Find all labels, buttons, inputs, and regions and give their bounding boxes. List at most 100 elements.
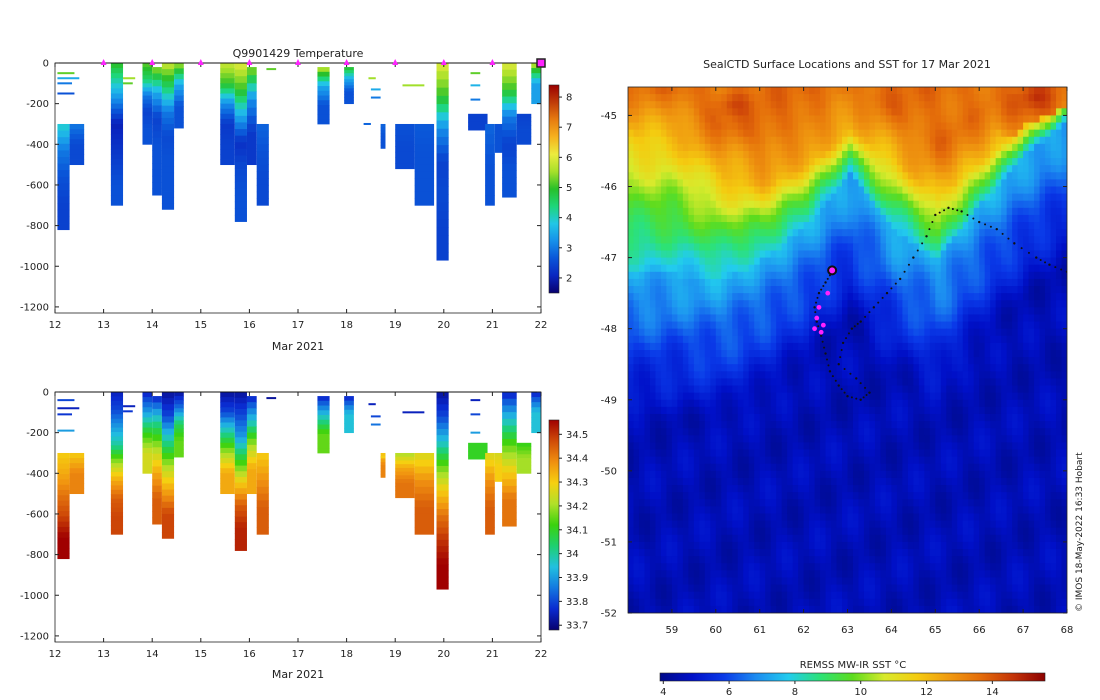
temperature-profile-cell: [234, 188, 247, 196]
sst-cell: [1023, 222, 1030, 230]
sst-cell: [798, 264, 805, 273]
temperature-profile-cell: [142, 91, 153, 96]
sst-cell: [628, 300, 635, 308]
sst-cell: [682, 129, 689, 138]
sst-cell: [918, 357, 925, 365]
sst-cell: [628, 101, 635, 109]
sst-cell: [666, 271, 673, 280]
sst-cell: [842, 229, 849, 237]
sst-cell: [973, 321, 980, 330]
sst-cell: [1061, 250, 1067, 259]
sst-cell: [781, 371, 788, 380]
sst-cell: [803, 87, 810, 95]
sst-cell: [825, 307, 832, 316]
sst-cell: [1056, 101, 1063, 109]
sst-cell: [913, 108, 920, 117]
sst-cell: [743, 271, 750, 280]
temperature-thin-layer: [123, 77, 136, 80]
sst-cell: [896, 435, 903, 444]
sst-cell: [874, 314, 882, 323]
sst-cell: [1006, 186, 1013, 195]
temperature-profile-cell: [468, 126, 488, 131]
sst-cell: [737, 271, 744, 280]
temperature-profile-cell: [142, 83, 153, 88]
sst-cell: [628, 243, 635, 252]
sst-cell: [638, 364, 646, 372]
sst-cell: [968, 101, 975, 109]
sst-cell: [737, 385, 744, 394]
sst-cell: [957, 101, 964, 109]
sst-cell: [715, 243, 722, 252]
sst-cell: [1017, 229, 1024, 237]
temperature-profile-cell: [502, 83, 517, 91]
sst-cell: [885, 136, 892, 145]
sst-cell: [1012, 108, 1019, 117]
temperature-profile-cell: [220, 113, 235, 120]
sst-cell: [1045, 222, 1052, 230]
sst-cell: [842, 392, 849, 401]
temperature-profile-cell: [57, 196, 70, 204]
sst-cell: [1017, 243, 1024, 252]
sst-cell: [995, 293, 1002, 301]
salinity-profile-cell: [152, 447, 162, 455]
sst-cell: [995, 413, 1002, 422]
sst-cell: [644, 421, 651, 429]
sst-cell: [633, 392, 640, 401]
sst-cell: [798, 250, 805, 259]
sst-cell: [765, 236, 772, 244]
sst-cell: [984, 413, 991, 422]
sst-cell: [770, 435, 777, 444]
sst-cell: [803, 257, 810, 266]
sst-cell: [902, 214, 909, 223]
sst-cell: [1023, 271, 1030, 280]
sst-cell: [957, 371, 964, 380]
sst-cell: [732, 435, 739, 444]
sst-cell: [666, 243, 673, 252]
sst-cell: [628, 342, 635, 351]
sst-cell: [1056, 364, 1063, 372]
sst-cell: [940, 207, 947, 216]
sst-cell: [693, 364, 700, 372]
sst-cell: [831, 392, 838, 401]
sst-cell: [896, 286, 903, 294]
sst-cell: [726, 200, 733, 209]
sst-cell: [748, 435, 755, 444]
sst-cell: [852, 250, 860, 259]
sst-cell: [693, 264, 700, 273]
sst-cell: [891, 94, 898, 102]
salinity-profile-cell: [161, 477, 175, 484]
sst-cell: [787, 236, 794, 244]
sst-cell: [688, 321, 695, 330]
temperature-profile-cell: [234, 96, 247, 104]
sst-cell: [1028, 250, 1035, 259]
sst-cell: [814, 357, 821, 365]
sst-cell: [929, 179, 936, 188]
sst-cell: [776, 143, 783, 152]
temperature-profile-cell: [234, 135, 247, 143]
sst-cell: [649, 357, 657, 365]
sst-cell: [743, 385, 750, 394]
sst-cell: [968, 214, 975, 223]
sst-cell: [688, 392, 695, 401]
salinity-profile-cell: [516, 450, 532, 455]
sst-cell: [891, 236, 898, 244]
sst-cell: [781, 278, 788, 287]
sst-cell: [693, 385, 700, 394]
sst-cell: [913, 385, 920, 394]
sst-cell: [1056, 94, 1063, 102]
sst-cell: [787, 278, 794, 287]
sst-cell: [1006, 271, 1013, 280]
sst-cell: [842, 264, 849, 273]
sst-cell: [979, 165, 986, 173]
sst-cell: [655, 392, 662, 401]
sst-cell: [677, 371, 684, 380]
sst-cell: [776, 357, 783, 365]
sst-cell: [737, 136, 744, 145]
sst-cell: [869, 115, 876, 124]
salinity-profile-cell: [152, 517, 162, 525]
sst-cell: [693, 108, 700, 117]
sst-cell: [776, 115, 783, 124]
sst-cell: [891, 293, 898, 301]
sst-cell: [759, 428, 766, 436]
sst-cell: [885, 214, 892, 223]
